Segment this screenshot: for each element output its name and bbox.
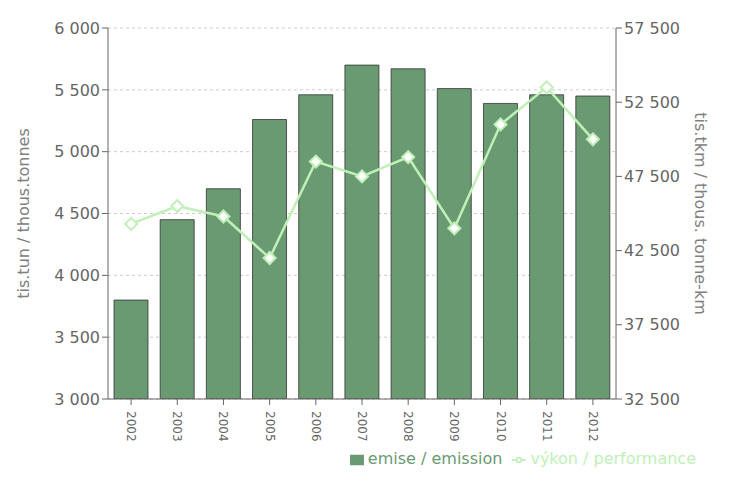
svg-text:2011: 2011 xyxy=(540,411,554,442)
html-text:výkon / performance: výkon / performance xyxy=(530,449,696,468)
svg-text:2003: 2003 xyxy=(170,411,184,442)
svg-text:2002: 2002 xyxy=(124,411,138,442)
svg-text:tis.tkm / thous. tonne-km: tis.tkm / thous. tonne-km xyxy=(691,112,710,315)
svg-text:47 500: 47 500 xyxy=(624,167,680,186)
svg-text:2006: 2006 xyxy=(309,411,323,442)
svg-text:2012: 2012 xyxy=(586,411,600,442)
svg-text:4 500: 4 500 xyxy=(54,204,100,223)
svg-text:2010: 2010 xyxy=(494,411,508,442)
svg-text:3 000: 3 000 xyxy=(54,390,100,409)
svg-text:52 500: 52 500 xyxy=(624,93,680,112)
svg-text:5 000: 5 000 xyxy=(54,142,100,161)
svg-text:57 500: 57 500 xyxy=(624,19,680,38)
svg-text:5 500: 5 500 xyxy=(54,81,100,100)
svg-text:37 500: 37 500 xyxy=(624,315,680,334)
svg-text:2009: 2009 xyxy=(447,411,461,442)
svg-text:42 500: 42 500 xyxy=(624,241,680,260)
svg-text:4 000: 4 000 xyxy=(54,266,100,285)
svg-text:2005: 2005 xyxy=(263,411,277,442)
svg-text:2007: 2007 xyxy=(355,411,369,442)
svg-text:32 500: 32 500 xyxy=(624,390,680,409)
svg-text:3 500: 3 500 xyxy=(54,328,100,347)
svg-text:2004: 2004 xyxy=(216,411,230,442)
html-text:emise / emission: emise / emission xyxy=(367,449,503,468)
svg-text:2008: 2008 xyxy=(401,411,415,442)
svg-text:tis.tun / thous.tonnes: tis.tun / thous.tonnes xyxy=(14,128,33,299)
svg-text:6 000: 6 000 xyxy=(54,19,100,38)
